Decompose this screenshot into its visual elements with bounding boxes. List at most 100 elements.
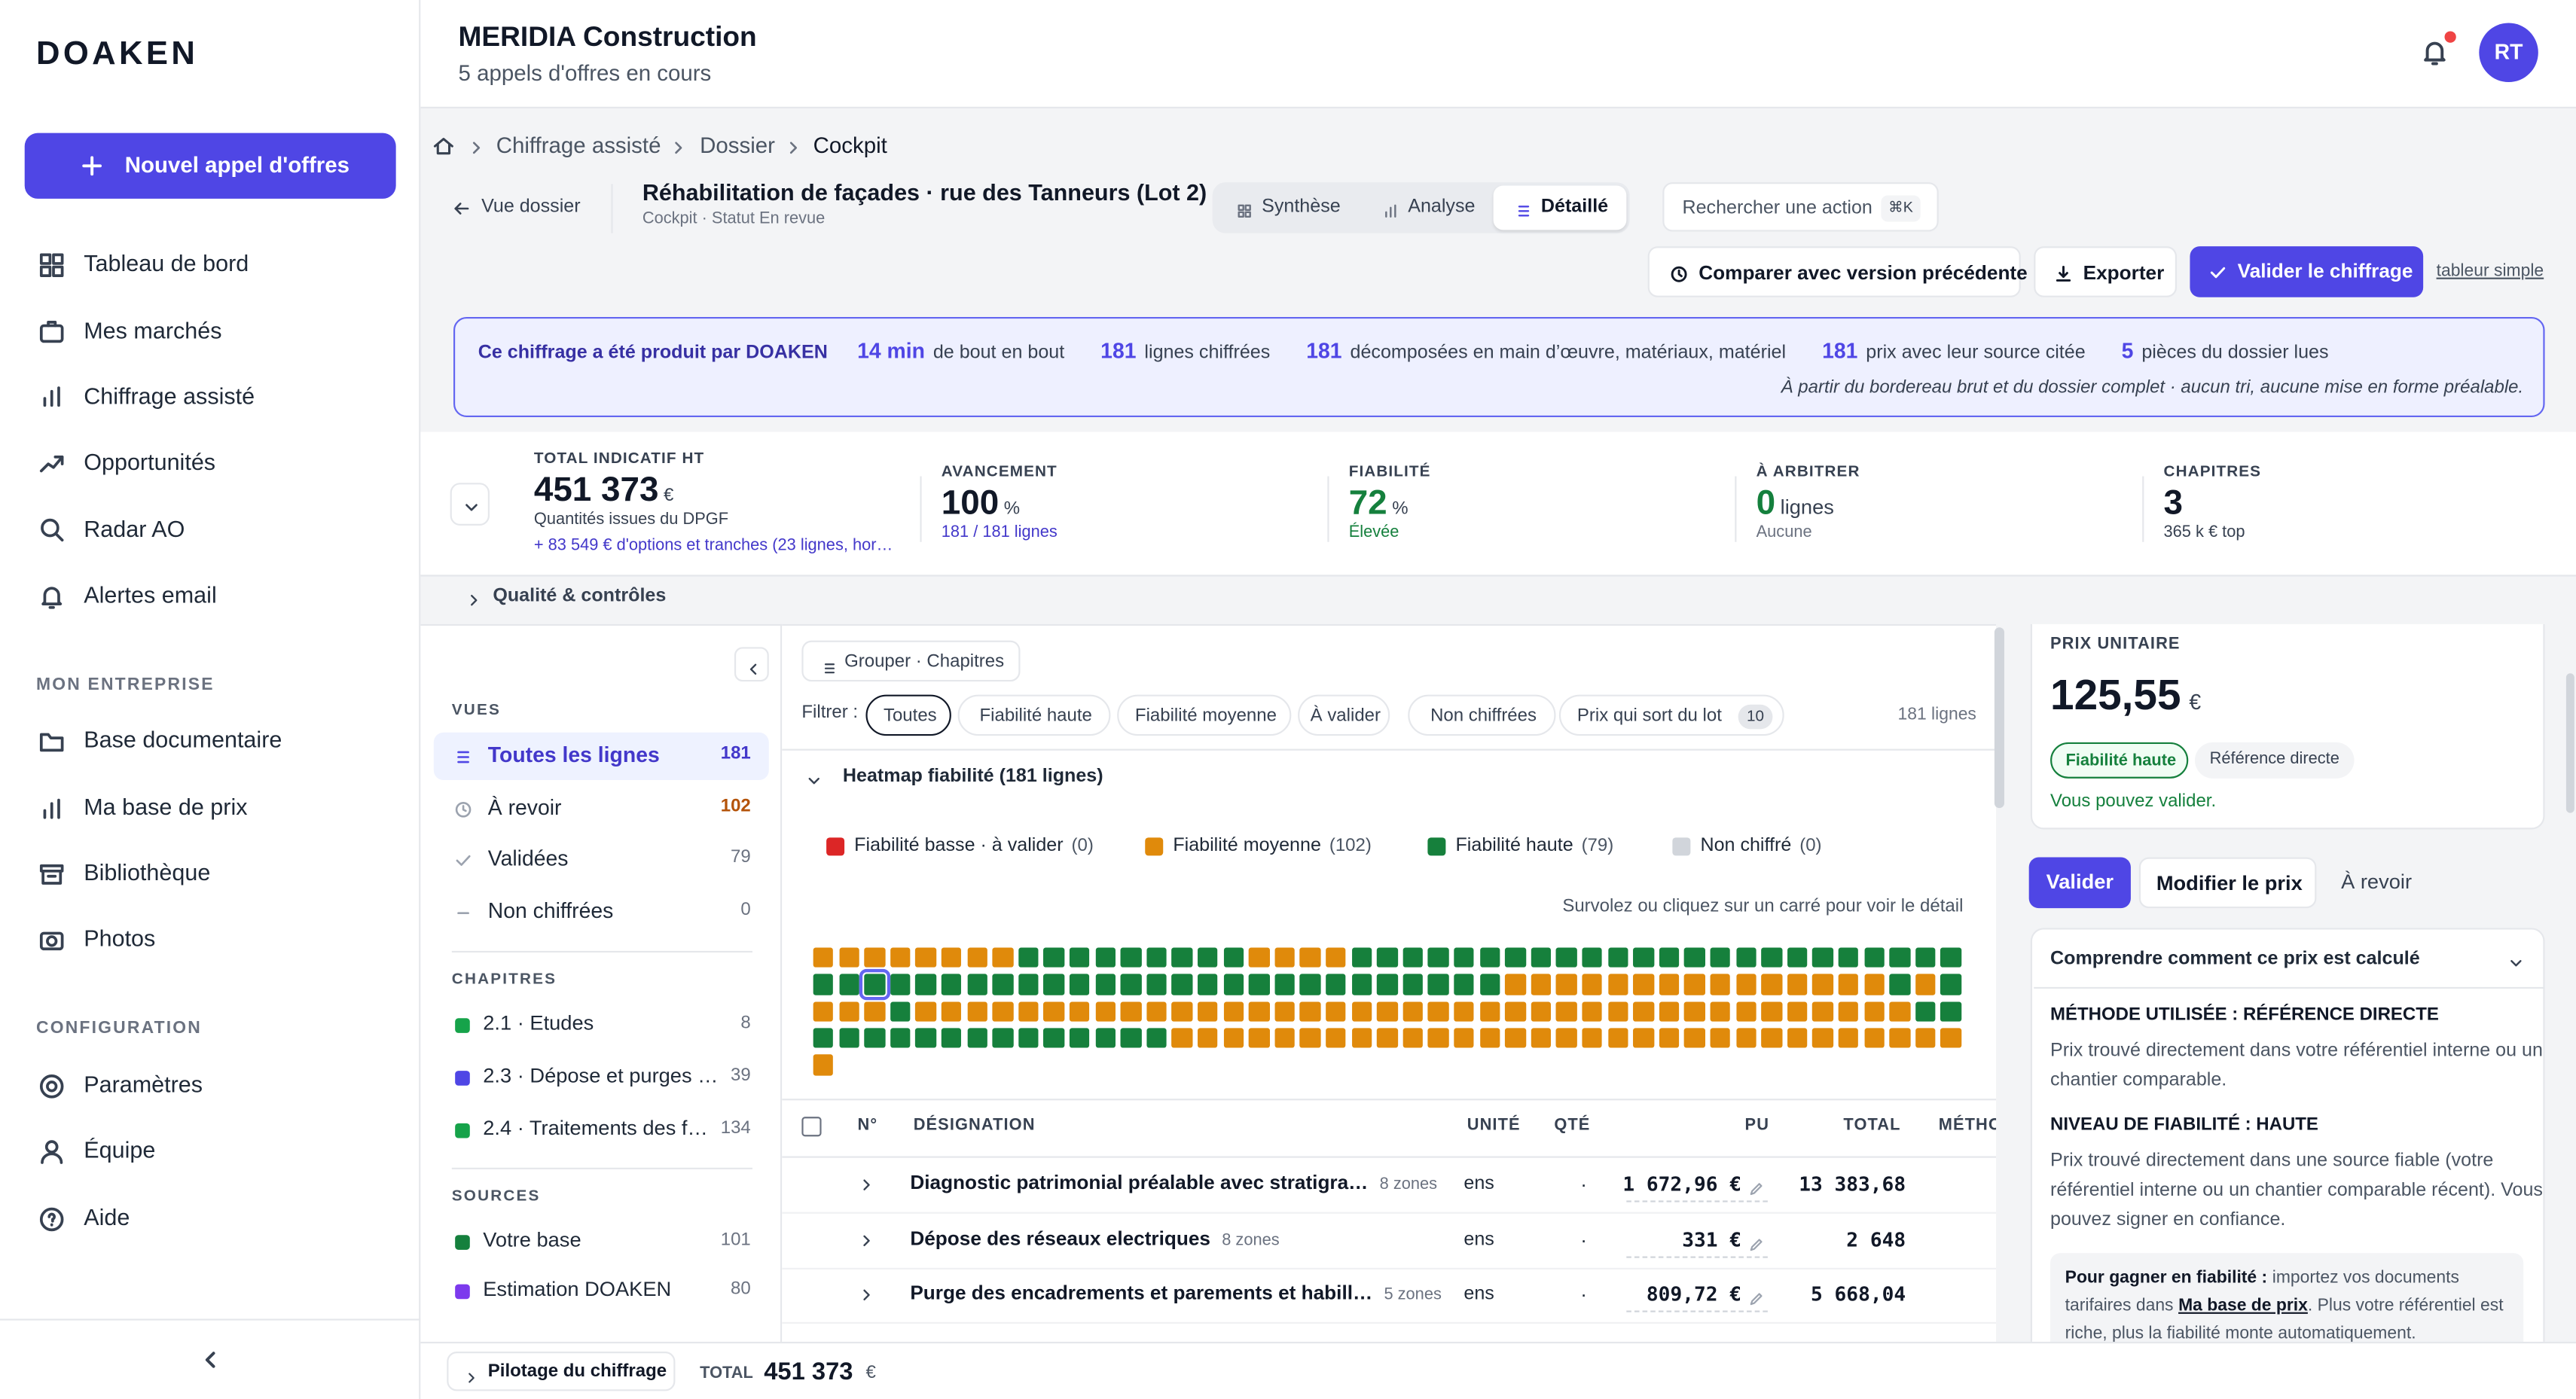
heatmap-cell[interactable] (992, 974, 1013, 995)
action-button[interactable]: Comparer avec version précédente (1647, 246, 2028, 297)
heatmap-cell[interactable] (1863, 947, 1885, 968)
heatmap-cell[interactable] (1787, 947, 1808, 968)
heatmap-cell[interactable] (1377, 1028, 1398, 1049)
heatmap-cell[interactable] (1377, 974, 1398, 995)
heatmap-cell[interactable] (1069, 947, 1090, 968)
heatmap-cell[interactable] (1043, 974, 1064, 995)
heatmap-cell[interactable] (1607, 974, 1628, 995)
link[interactable]: Ma base de prix (2178, 1295, 2308, 1316)
heatmap-cell[interactable] (1146, 1001, 1167, 1022)
view-item[interactable]: À revoir (487, 794, 562, 820)
select-all-checkbox[interactable] (801, 1117, 822, 1137)
heatmap-cell[interactable] (1889, 1028, 1910, 1049)
heatmap-cell[interactable] (813, 974, 834, 995)
heatmap-cell[interactable] (915, 947, 936, 968)
heatmap-cell[interactable] (1863, 1028, 1885, 1049)
review-button[interactable]: À revoir (2341, 870, 2413, 894)
heatmap-cell[interactable] (1402, 1028, 1424, 1049)
heatmap-cell[interactable] (1915, 947, 1936, 968)
heatmap-cell[interactable] (992, 1001, 1013, 1022)
nav-item[interactable]: Équipe (84, 1136, 156, 1163)
heatmap-cell[interactable] (1069, 974, 1090, 995)
heatmap-cell[interactable] (1300, 1001, 1321, 1022)
filter-item[interactable]: 2.3 · Dépose et purges … (483, 1064, 719, 1088)
nav-item[interactable]: Photos (84, 925, 156, 952)
heatmap-cell[interactable] (1531, 1028, 1552, 1049)
heatmap-cell[interactable] (1607, 1028, 1628, 1049)
heatmap-cell[interactable] (1915, 974, 1936, 995)
heatmap-cell[interactable] (915, 1001, 936, 1022)
heatmap-cell[interactable] (838, 1001, 859, 1022)
action-button[interactable]: Exporter (2034, 246, 2177, 297)
heatmap-cell[interactable] (838, 974, 859, 995)
heatmap-cell[interactable] (864, 1001, 885, 1022)
filter-pill[interactable]: Fiabilité haute (957, 694, 1111, 736)
heatmap-cell[interactable] (1735, 1028, 1757, 1049)
heatmap-cell[interactable] (1710, 947, 1731, 968)
heatmap-cell[interactable] (1377, 1001, 1398, 1022)
group-button[interactable]: Grouper · Chapitres (801, 640, 1021, 682)
heatmap-cell[interactable] (966, 947, 987, 968)
heatmap-cell[interactable] (1889, 947, 1910, 968)
avatar[interactable]: RT (2479, 23, 2538, 83)
filter-item[interactable]: 2.4 · Traitements des f… (483, 1117, 708, 1141)
heatmap-cell[interactable] (1582, 974, 1603, 995)
heatmap-cell[interactable] (1249, 947, 1270, 968)
heatmap-cell[interactable] (1274, 974, 1296, 995)
heatmap-cell[interactable] (859, 969, 890, 1000)
heatmap-title[interactable]: Heatmap fiabilité (181 lignes) (842, 767, 1103, 787)
heatmap-cell[interactable] (915, 974, 936, 995)
heatmap-cell[interactable] (1171, 1001, 1193, 1022)
heatmap-cell[interactable] (966, 1028, 987, 1049)
heatmap-cell[interactable] (1889, 974, 1910, 995)
heatmap-cell[interactable] (1582, 1028, 1603, 1049)
nav-item[interactable]: Radar AO (84, 515, 185, 542)
heatmap-cell[interactable] (1863, 974, 1885, 995)
heatmap-cell[interactable] (1018, 1028, 1039, 1049)
heatmap-cell[interactable] (1198, 1001, 1219, 1022)
view-item[interactable]: Non chiffrées (487, 898, 614, 923)
heatmap-cell[interactable] (1684, 1028, 1705, 1049)
nav-item[interactable]: Opportunités (84, 449, 216, 476)
heatmap-cell[interactable] (1531, 1001, 1552, 1022)
heatmap-cell[interactable] (966, 1001, 987, 1022)
heatmap-cell[interactable] (1326, 1001, 1347, 1022)
heatmap-cell[interactable] (1454, 1028, 1475, 1049)
heatmap-cell[interactable] (1377, 947, 1398, 968)
heatmap-cell[interactable] (1582, 947, 1603, 968)
heatmap-cell[interactable] (1735, 974, 1757, 995)
heatmap-cell[interactable] (1069, 1001, 1090, 1022)
collapse-panel-button[interactable] (734, 647, 769, 682)
heatmap-cell[interactable] (1659, 974, 1680, 995)
heatmap-cell[interactable] (1223, 974, 1244, 995)
heatmap-cell[interactable] (1582, 1001, 1603, 1022)
nav-item[interactable]: Alertes email (84, 581, 217, 608)
heatmap-cell[interactable] (1428, 1028, 1449, 1049)
heatmap-cell[interactable] (1607, 947, 1628, 968)
heatmap-cell[interactable] (1326, 947, 1347, 968)
heatmap-cell[interactable] (915, 1028, 936, 1049)
heatmap-cell[interactable] (1659, 1001, 1680, 1022)
heatmap-cell[interactable] (1198, 974, 1219, 995)
heatmap-cell[interactable] (1094, 1001, 1116, 1022)
heatmap-cell[interactable] (1659, 947, 1680, 968)
heatmap-cell[interactable] (1479, 1001, 1500, 1022)
nav-item[interactable]: Paramètres (84, 1071, 203, 1098)
heatmap-cell[interactable] (1761, 1028, 1782, 1049)
heatmap-cell[interactable] (1274, 947, 1296, 968)
heatmap-cell[interactable] (1556, 974, 1577, 995)
validate-button[interactable]: Valider (2028, 857, 2131, 909)
heatmap-cell[interactable] (1043, 1028, 1064, 1049)
heatmap-cell[interactable] (890, 947, 911, 968)
heatmap-cell[interactable] (941, 1001, 962, 1022)
heatmap-cell[interactable] (1120, 1001, 1141, 1022)
quality-toggle[interactable]: Qualité & contrôles (493, 586, 667, 606)
heatmap-cell[interactable] (1684, 947, 1705, 968)
heatmap-cell[interactable] (1454, 974, 1475, 995)
heatmap-cell[interactable] (1454, 947, 1475, 968)
heatmap-cell[interactable] (1787, 974, 1808, 995)
heatmap-cell[interactable] (1428, 974, 1449, 995)
heatmap-cell[interactable] (1684, 1001, 1705, 1022)
heatmap-cell[interactable] (1351, 1001, 1372, 1022)
heatmap-cell[interactable] (1198, 947, 1219, 968)
